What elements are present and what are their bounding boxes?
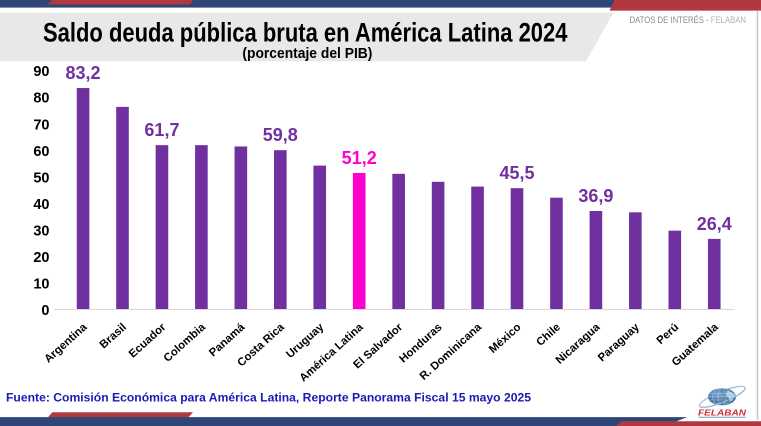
svg-text:61,7: 61,7 [144, 120, 179, 140]
svg-text:59,8: 59,8 [263, 125, 298, 145]
svg-text:90: 90 [33, 64, 49, 80]
svg-text:26,4: 26,4 [697, 214, 732, 234]
svg-text:83,2: 83,2 [66, 63, 101, 83]
svg-text:50: 50 [33, 170, 49, 186]
svg-text:60: 60 [33, 144, 49, 160]
svg-text:30: 30 [33, 224, 49, 240]
svg-text:20: 20 [33, 250, 49, 266]
svg-text:FELABAN: FELABAN [698, 407, 747, 417]
svg-text:51,2: 51,2 [342, 148, 377, 168]
svg-text:Saldo deuda pública bruta en A: Saldo deuda pública bruta en América Lat… [43, 18, 568, 48]
svg-text:80: 80 [33, 91, 49, 107]
svg-text:45,5: 45,5 [499, 163, 534, 183]
svg-text:(porcentaje del PIB): (porcentaje del PIB) [242, 45, 372, 62]
svg-text:Fuente: Comisión Económica par: Fuente: Comisión Económica para América … [6, 390, 531, 404]
svg-text:40: 40 [33, 197, 49, 213]
svg-text:DATOS DE INTERÉS - FELABAN: DATOS DE INTERÉS - FELABAN [630, 15, 747, 25]
svg-text:70: 70 [33, 117, 49, 133]
svg-text:0: 0 [41, 303, 49, 319]
svg-text:36,9: 36,9 [578, 186, 613, 206]
svg-text:10: 10 [33, 277, 49, 293]
